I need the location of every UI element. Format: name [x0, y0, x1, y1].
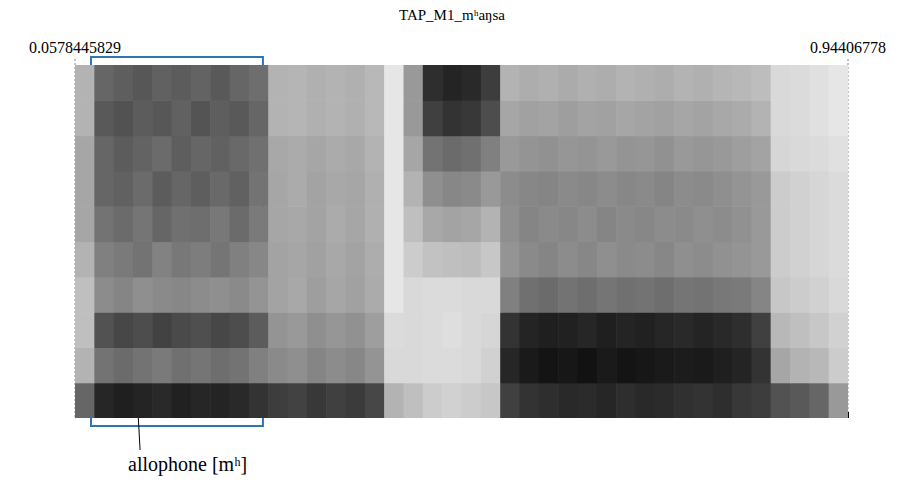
svg-text:0.94406778: 0.94406778 [810, 39, 886, 56]
svg-text:0.0578445829: 0.0578445829 [29, 39, 121, 56]
svg-text:TAP_M1_mʰaŋsa: TAP_M1_mʰaŋsa [399, 7, 505, 23]
svg-text:allophone [mʰ]: allophone [mʰ] [128, 453, 247, 476]
